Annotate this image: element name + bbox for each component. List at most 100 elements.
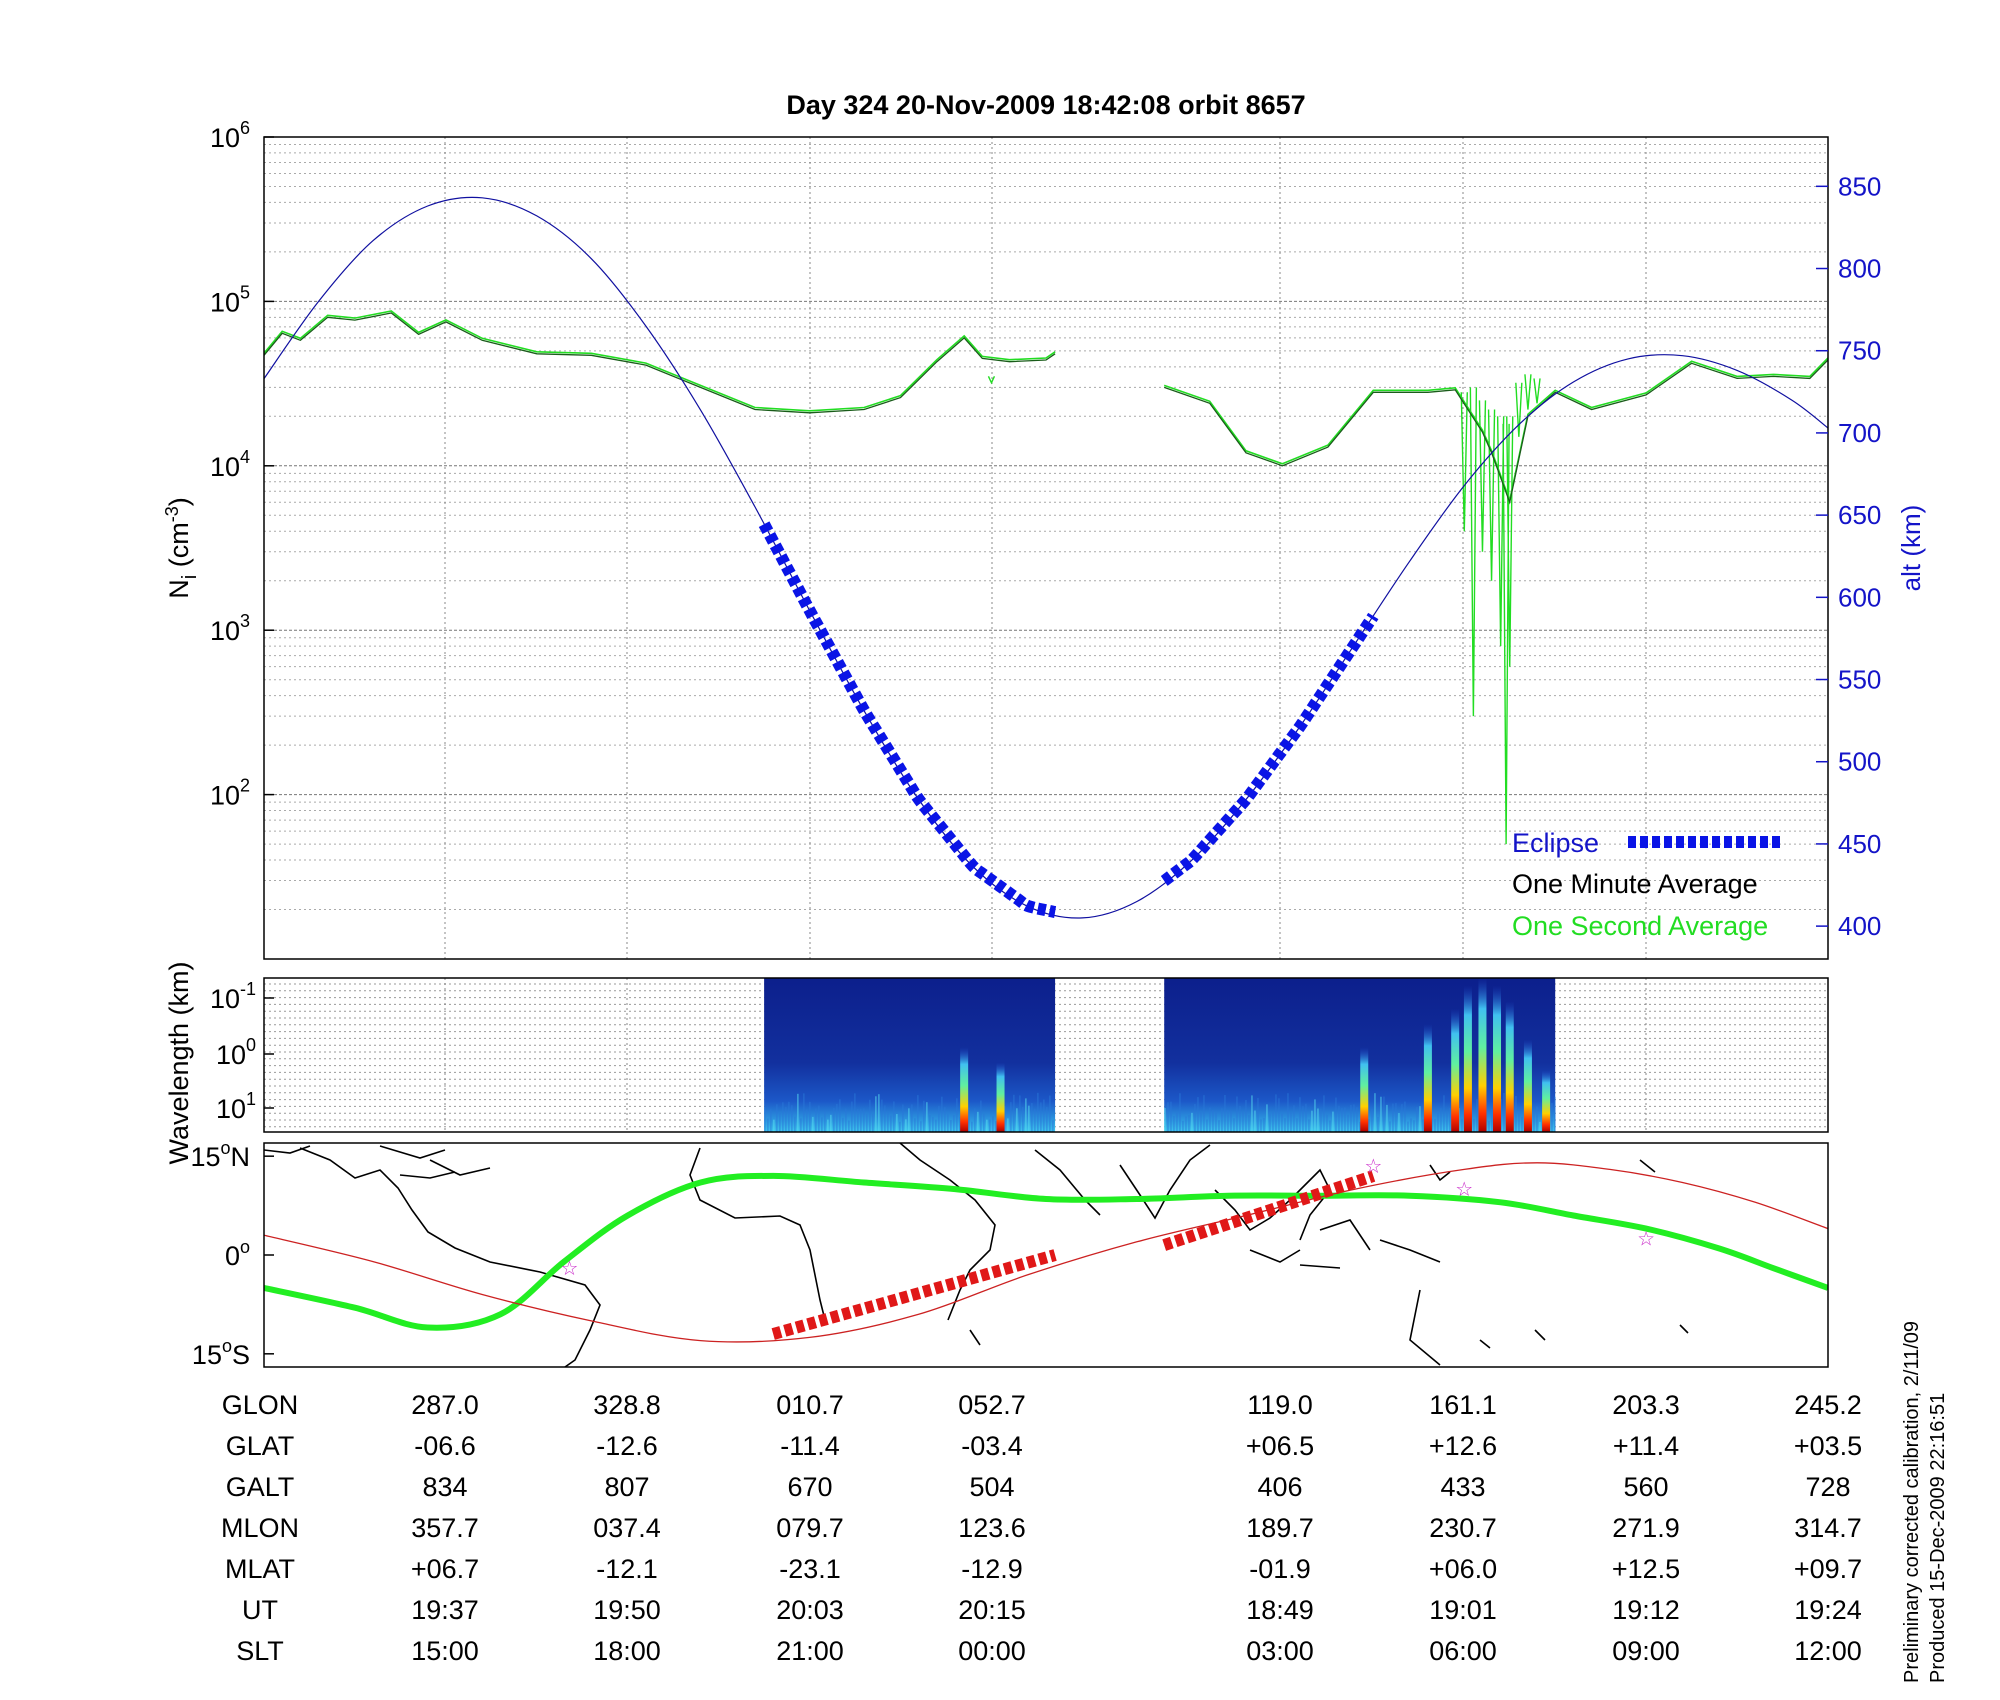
- spectrogram-streak: [932, 1116, 934, 1132]
- map-ytick-hemisphere: S: [232, 1340, 250, 1370]
- spectrogram-streak: [842, 1117, 844, 1132]
- spectrogram-streak: [1200, 1111, 1202, 1132]
- spectrogram-streak: [818, 1105, 820, 1132]
- spectrogram-streak: [1305, 1103, 1307, 1132]
- spectrogram-streak: [1188, 1115, 1190, 1132]
- spectrogram-streak: [1025, 1098, 1027, 1132]
- spectrogram-streak: [1488, 1121, 1490, 1132]
- density-ytick-label: 102: [210, 776, 250, 811]
- spectrogram-streak: [1049, 1095, 1051, 1132]
- spectrogram-streak: [1476, 1099, 1478, 1132]
- star-marker: ☆: [1637, 1227, 1655, 1251]
- spectrogram-streak: [1290, 1111, 1292, 1132]
- spectrogram-streak: [830, 1114, 832, 1132]
- table-cell: 12:00: [1794, 1636, 1862, 1666]
- density-ytick-exp: 6: [240, 118, 250, 138]
- spectrogram-streak: [1377, 1116, 1379, 1132]
- eclipse-segment: [758, 521, 1057, 919]
- spectrogram-streak: [941, 1096, 943, 1132]
- spectrogram-streak: [986, 1119, 988, 1132]
- star-marker: ☆: [561, 1256, 579, 1280]
- table-cell: -06.6: [414, 1431, 476, 1461]
- spectrogram-streak: [1284, 1118, 1286, 1132]
- spectrogram-ytick-label: 101: [216, 1089, 256, 1124]
- spectrogram-streak: [1272, 1112, 1274, 1132]
- spectrogram-streak: [899, 1121, 901, 1132]
- spectrogram-streak: [950, 1120, 952, 1132]
- density-marks: [264, 196, 1828, 919]
- spectrogram-streak: [1350, 1104, 1352, 1132]
- altitude-line: [264, 196, 1828, 919]
- table-cell: 357.7: [411, 1513, 479, 1543]
- table-cell: 433: [1440, 1472, 1485, 1502]
- spectrogram-streak: [1338, 1105, 1340, 1132]
- spectrogram-bright-feature: [1451, 1008, 1460, 1132]
- one-second-average-spike: [1487, 409, 1496, 581]
- spectrogram-streak: [794, 1116, 796, 1132]
- spectrogram-streak: [767, 1118, 769, 1132]
- map-ytick-value: 15: [192, 1340, 222, 1370]
- spectrogram-streak: [1260, 1119, 1262, 1132]
- spectrogram-streak: [1043, 1099, 1045, 1132]
- spectrogram-streak: [1371, 1109, 1373, 1132]
- table-row-label: SLT: [236, 1636, 284, 1666]
- spectrogram-streak: [815, 1108, 817, 1132]
- spectrogram-streak: [1374, 1093, 1376, 1132]
- table-cell: 834: [422, 1472, 467, 1502]
- density-ylabel-unit-close: ): [164, 497, 194, 506]
- spectrogram-streak: [881, 1099, 883, 1132]
- density-ytick-base: 10: [210, 123, 240, 153]
- one-second-average-spike: [1496, 416, 1505, 647]
- density-ylabel: Ni (cm-3): [162, 497, 201, 598]
- spectrogram-bright-feature: [1523, 1039, 1532, 1132]
- spectrogram-streak: [827, 1119, 829, 1132]
- legend-minute-label: One Minute Average: [1512, 869, 1758, 899]
- table-cell: 287.0: [411, 1390, 479, 1420]
- table-cell: 230.7: [1429, 1513, 1497, 1543]
- spectrogram-ytick-label: 100: [216, 1035, 256, 1070]
- spectrogram-streak: [1239, 1105, 1241, 1132]
- density-ytick-base: 10: [210, 287, 240, 317]
- table-cell: 20:03: [776, 1595, 844, 1625]
- spectrogram-streak: [1019, 1095, 1021, 1132]
- map-ytick-hemisphere: N: [231, 1142, 251, 1172]
- density-ytick-label: 105: [210, 282, 250, 317]
- spectrogram-streak: [1416, 1107, 1418, 1132]
- spectrogram-streak: [1179, 1093, 1181, 1132]
- spectrogram-streak: [806, 1109, 808, 1132]
- spectrogram-streak: [1257, 1097, 1259, 1132]
- spectrogram-streak: [821, 1117, 823, 1132]
- spectrogram-streak: [1335, 1097, 1337, 1132]
- spectrogram-streak: [1395, 1103, 1397, 1132]
- density-ytick-exp: 2: [240, 776, 250, 796]
- table-cell: 271.9: [1612, 1513, 1680, 1543]
- table-cell: -23.1: [779, 1554, 841, 1584]
- table-cell: 728: [1805, 1472, 1850, 1502]
- map-ytick-label: 0o: [225, 1237, 250, 1271]
- altitude-ytick-label: 500: [1838, 747, 1881, 777]
- altitude-ytick-label: 450: [1838, 829, 1881, 859]
- spectrogram-streak: [1434, 1118, 1436, 1132]
- spectrogram-streak: [797, 1093, 799, 1132]
- spectrogram-streak: [917, 1095, 919, 1132]
- spectrogram-streak: [1491, 1108, 1493, 1132]
- spectrogram-streak: [833, 1107, 835, 1132]
- density-ytick-exp: 4: [240, 447, 250, 467]
- spectrogram-streak: [884, 1105, 886, 1132]
- spectrogram-ylabel: Wavelength (km): [164, 961, 194, 1164]
- track-eclipse-segment: [771, 1249, 1057, 1340]
- spectrogram-ytick-exp: 1: [246, 1089, 256, 1109]
- spectrogram-streak: [872, 1113, 874, 1132]
- spectrogram-streak: [875, 1096, 877, 1132]
- spectrogram-streak: [1422, 1119, 1424, 1132]
- spectrogram-streak: [935, 1119, 937, 1132]
- table-cell: -03.4: [961, 1431, 1023, 1461]
- spectrogram-streak: [1203, 1095, 1205, 1132]
- spectrogram-streak: [929, 1115, 931, 1132]
- coast-north-america: [264, 1145, 456, 1179]
- table-cell: +06.7: [411, 1554, 479, 1584]
- spectrogram-streak: [893, 1101, 895, 1132]
- spectrogram-streak: [1215, 1112, 1217, 1132]
- table-cell: -12.9: [961, 1554, 1023, 1584]
